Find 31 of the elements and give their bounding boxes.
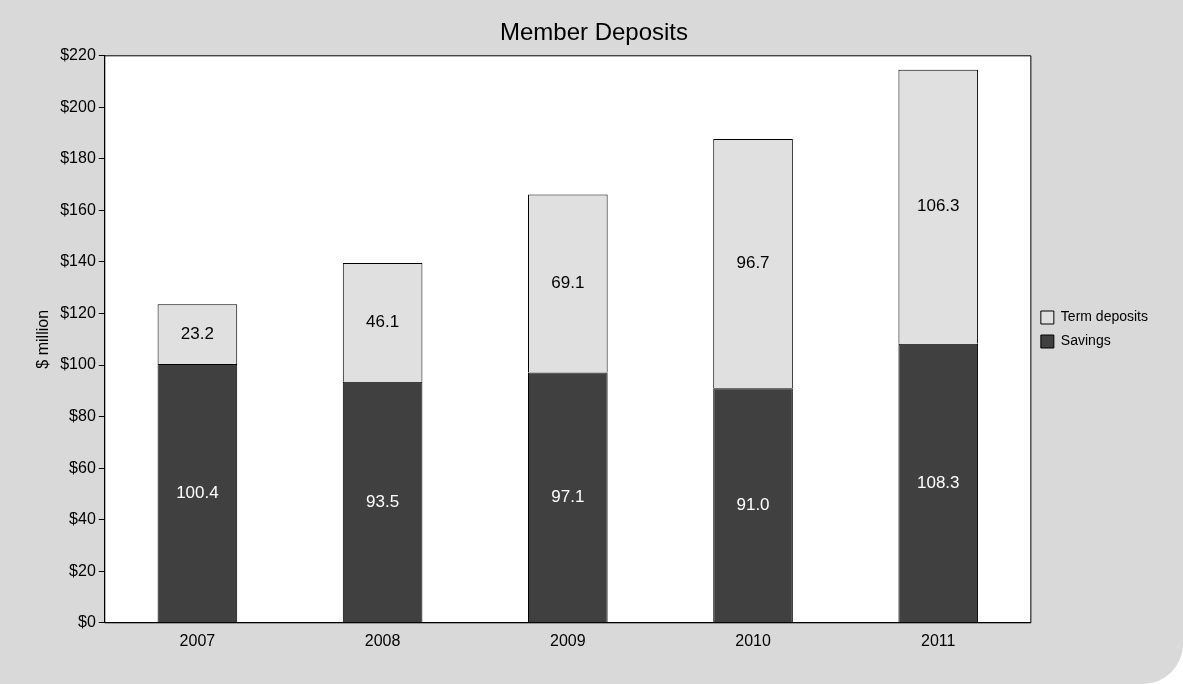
data-label: 91.0 — [736, 494, 770, 514]
y-tick-label: $80 — [69, 407, 96, 425]
data-label: 93.5 — [366, 491, 400, 511]
data-label: 96.7 — [736, 253, 770, 273]
x-tick-label: 2011 — [921, 631, 956, 649]
y-tick-label: $60 — [69, 458, 96, 476]
y-tick-label: $200 — [60, 97, 96, 115]
x-tick-label: 2008 — [364, 631, 401, 649]
x-tick-label: 2010 — [735, 631, 771, 649]
y-tick-label: $160 — [60, 200, 96, 218]
data-label: 23.2 — [180, 323, 214, 343]
data-label: 100.4 — [176, 482, 219, 502]
y-tick-label: $100 — [60, 355, 96, 373]
data-label: 97.1 — [551, 487, 585, 507]
x-tick-label: 2009 — [550, 631, 586, 649]
y-tick-label: $220 — [60, 46, 96, 64]
data-label: 69.1 — [551, 273, 585, 293]
y-tick-label: $180 — [60, 149, 96, 167]
y-tick-label: $40 — [69, 510, 96, 528]
y-axis-title: $ million — [34, 309, 52, 369]
y-tick-label: $0 — [78, 613, 96, 631]
data-label: 108.3 — [916, 472, 960, 492]
y-tick-label: $140 — [60, 252, 96, 270]
data-label: 46.1 — [366, 312, 400, 332]
y-tick-label: $120 — [60, 303, 96, 321]
data-label: 106.3 — [916, 196, 960, 216]
x-tick-label: 2007 — [179, 631, 216, 649]
y-tick-label: $20 — [69, 561, 96, 579]
legend-label: Term deposits — [1060, 308, 1149, 325]
chart-title: Member Deposits — [499, 18, 689, 46]
legend-label: Savings — [1060, 332, 1111, 349]
